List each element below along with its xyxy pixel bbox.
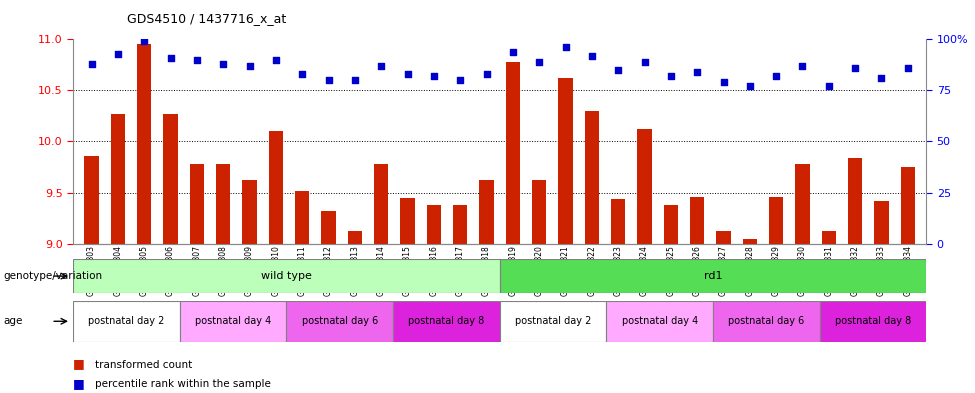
Text: postnatal day 6: postnatal day 6 <box>301 316 378 326</box>
Text: ■: ■ <box>73 376 85 390</box>
Bar <box>585 111 599 244</box>
Bar <box>611 199 625 244</box>
Bar <box>717 231 730 244</box>
Bar <box>664 205 678 244</box>
Point <box>874 75 889 81</box>
Bar <box>820 301 926 342</box>
Point <box>189 57 205 63</box>
Bar <box>287 301 393 342</box>
Point <box>268 57 284 63</box>
Point <box>110 50 126 57</box>
Point <box>373 63 389 69</box>
Bar <box>743 239 757 244</box>
Text: transformed count: transformed count <box>95 360 192 370</box>
Text: postnatal day 6: postnatal day 6 <box>728 316 804 326</box>
Bar <box>295 191 309 244</box>
Bar <box>190 164 204 244</box>
Point <box>452 77 468 83</box>
Point <box>215 61 231 67</box>
Point <box>768 73 784 79</box>
Bar <box>269 131 283 244</box>
Point <box>163 55 178 61</box>
Bar <box>216 164 230 244</box>
Bar <box>848 158 863 244</box>
Point <box>136 38 152 44</box>
Point <box>821 83 837 90</box>
Point <box>610 67 626 73</box>
Point <box>531 59 547 65</box>
Point <box>400 71 415 77</box>
Point <box>479 71 494 77</box>
Text: postnatal day 8: postnatal day 8 <box>835 316 911 326</box>
Text: postnatal day 2: postnatal day 2 <box>515 316 591 326</box>
Point <box>347 77 363 83</box>
Bar <box>532 180 546 244</box>
Bar <box>374 164 388 244</box>
Text: rd1: rd1 <box>704 271 722 281</box>
Bar <box>348 231 362 244</box>
Point <box>294 71 310 77</box>
Bar <box>393 301 499 342</box>
Text: wild type: wild type <box>261 271 312 281</box>
Bar <box>713 301 820 342</box>
Text: percentile rank within the sample: percentile rank within the sample <box>95 379 270 389</box>
Bar <box>506 62 520 244</box>
Bar <box>875 201 889 244</box>
Point <box>900 65 916 71</box>
Point <box>505 48 521 55</box>
Bar <box>73 301 179 342</box>
Point <box>742 83 758 90</box>
Text: postnatal day 8: postnatal day 8 <box>409 316 485 326</box>
Point <box>663 73 679 79</box>
Point <box>795 63 810 69</box>
Point <box>321 77 336 83</box>
Bar <box>638 129 651 244</box>
Text: genotype/variation: genotype/variation <box>3 271 102 281</box>
Bar <box>401 198 414 244</box>
Bar <box>796 164 809 244</box>
Bar <box>690 196 704 244</box>
Bar <box>110 114 125 244</box>
Bar <box>499 259 926 293</box>
Point <box>426 73 442 79</box>
Bar <box>84 156 98 244</box>
Point <box>584 53 600 59</box>
Bar <box>136 44 151 244</box>
Text: age: age <box>3 316 22 326</box>
Bar <box>901 167 916 244</box>
Bar <box>322 211 335 244</box>
Bar <box>163 114 177 244</box>
Text: GDS4510 / 1437716_x_at: GDS4510 / 1437716_x_at <box>127 12 286 25</box>
Text: postnatal day 4: postnatal day 4 <box>621 316 698 326</box>
Point <box>558 44 573 51</box>
Point <box>84 61 99 67</box>
Bar <box>73 259 499 293</box>
Point <box>716 79 731 85</box>
Bar <box>179 301 287 342</box>
Point <box>689 69 705 75</box>
Bar <box>499 301 606 342</box>
Text: postnatal day 4: postnatal day 4 <box>195 316 271 326</box>
Text: ■: ■ <box>73 357 85 370</box>
Point <box>637 59 652 65</box>
Text: postnatal day 2: postnatal day 2 <box>89 316 165 326</box>
Point <box>847 65 863 71</box>
Bar <box>769 196 783 244</box>
Bar <box>480 180 493 244</box>
Bar <box>453 205 467 244</box>
Bar <box>427 205 441 244</box>
Bar <box>822 231 837 244</box>
Point <box>242 63 257 69</box>
Bar <box>606 301 713 342</box>
Bar <box>243 180 256 244</box>
Bar <box>559 78 572 244</box>
